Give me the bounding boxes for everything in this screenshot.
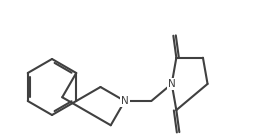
Text: N: N bbox=[121, 96, 129, 106]
Text: N: N bbox=[168, 79, 176, 89]
